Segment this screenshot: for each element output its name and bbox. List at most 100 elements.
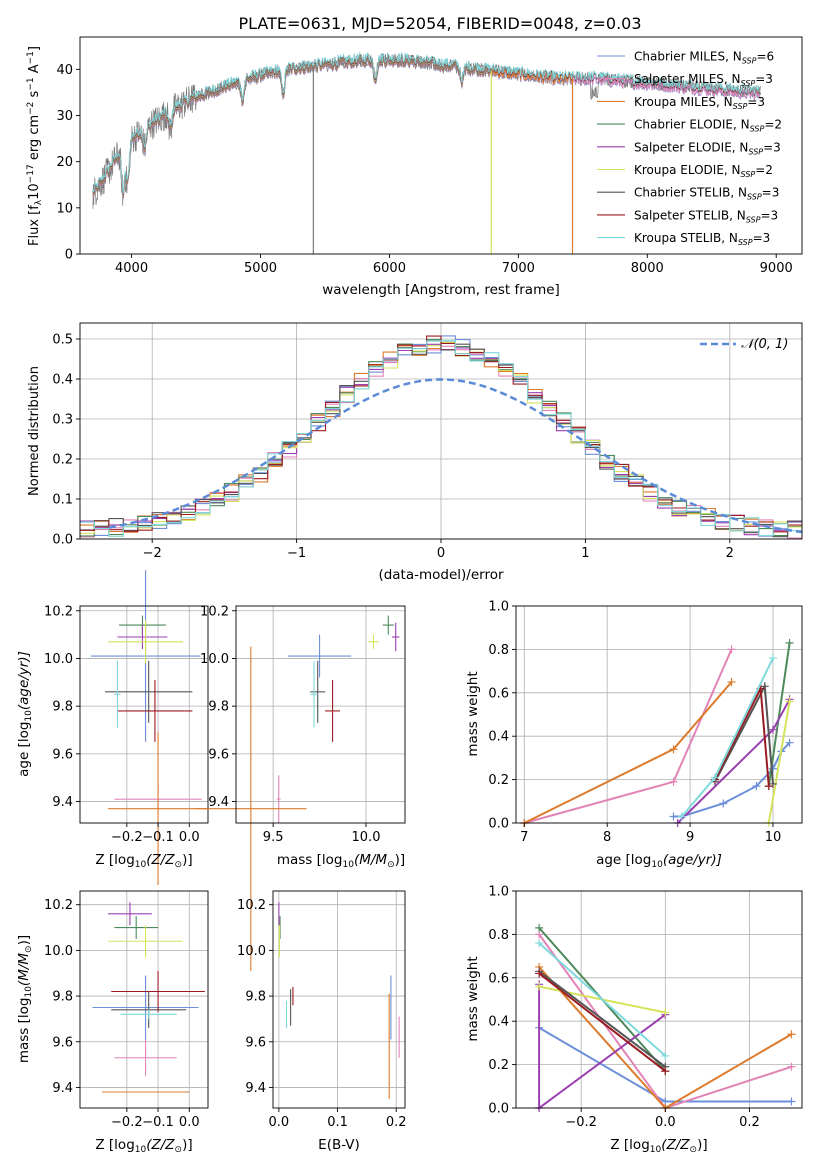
normal-legend-label: 𝒩(0, 1): [741, 337, 788, 352]
legend-label-tail: =6: [756, 50, 774, 64]
y-tick-label: 0: [65, 248, 73, 263]
z-mass-x-label: Z [log10(Z/Z⊙)]: [95, 1137, 192, 1155]
x-tick-label: 9.5: [263, 830, 284, 845]
residual-histogram-panel: −2 −1 0 1 2 0.0 0.1 0.2 0.3 0.4 0.5 𝒩(0, 1) (data-…: [27, 322, 803, 583]
histogram-steps: [80, 335, 803, 539]
x-tick-label: 0.0: [269, 1115, 290, 1130]
x-tick-label: 0.0: [179, 830, 200, 845]
x-tick-label: 7000: [502, 261, 535, 276]
z-label-part: )]: [182, 852, 193, 868]
legend-label: Chabrier ELODIE, NSSP=2: [634, 118, 782, 134]
x-tick-label: −0.2: [111, 830, 143, 845]
mass-weight-marker: [535, 969, 544, 978]
legend-label-sub: SSP: [747, 193, 762, 202]
age-label-sub: 10: [651, 860, 663, 870]
mass-weight-line: [767, 642, 791, 787]
spectrum-y-label-part: A: [27, 64, 42, 77]
x-tick-label: 2: [726, 546, 734, 561]
legend-label-sub: SSP: [741, 79, 756, 88]
legend-label-sub: SSP: [750, 125, 765, 134]
mass-age-x-label: mass [log10(M/M⊙)]: [277, 852, 405, 870]
age-massweight-frame: [515, 605, 803, 824]
y-tick-label: 30: [56, 109, 73, 124]
mass-weight-marker: [768, 725, 777, 734]
mass-weight-marker: [768, 654, 777, 663]
x-tick-label: −0.2: [565, 1115, 597, 1130]
z-label-sub: ⊙: [175, 1145, 183, 1155]
y-tick-label: 40: [56, 63, 73, 78]
ebv-mass-panel: 0.0 0.1 0.2 9.4 9.6 9.8 10.0 10.2 E(B-V): [237, 890, 407, 1153]
legend-label-sub: SSP: [738, 238, 753, 247]
y-tick-label: 10.2: [200, 604, 229, 619]
legend-label-tail: =2: [764, 118, 782, 132]
mass-label-part: )]: [395, 852, 406, 868]
y-tick-label: 10: [56, 201, 73, 216]
legend-label: Kroupa MILES, NSSP=3: [634, 95, 765, 111]
mass-age-errorbars: [195, 615, 400, 971]
mass-weight-marker: [727, 645, 736, 654]
legend-label-main: Kroupa ELODIE, N: [634, 163, 741, 177]
z-massweight-ticks: −0.2 0.0 0.2 0.0 0.2 0.4 0.6 0.8 1.0: [488, 885, 759, 1131]
y-tick-label: 0.8: [488, 928, 509, 943]
legend-label-main: Chabrier MILES, N: [634, 50, 742, 64]
age-massweight-ticks: 7 8 9 10 0.0 0.2 0.4 0.6 0.8 1.0: [488, 600, 781, 846]
y-tick-label: 10.0: [200, 652, 229, 667]
z-label-sub: ⊙: [690, 1145, 698, 1155]
histogram-step-line: [80, 340, 802, 537]
mass-weight-marker: [535, 939, 544, 948]
age-label-part: (age/yr)]: [16, 651, 32, 710]
mass-weight-marker: [719, 799, 728, 808]
x-tick-label: 10.0: [352, 830, 381, 845]
x-tick-label: −0.1: [142, 1115, 174, 1130]
histogram-step-line: [80, 335, 802, 533]
legend-label-tail: =3: [753, 231, 771, 245]
mass-weight-line: [538, 972, 666, 1072]
mass-weight-marker: [535, 982, 544, 991]
spectrum-frame: [79, 36, 803, 255]
mass-label-part: mass [log: [277, 852, 343, 868]
mass-weight-marker: [535, 923, 544, 932]
legend-label: Salpeter MILES, NSSP=3: [634, 72, 773, 88]
mass-label-part: mass [log: [16, 998, 32, 1064]
ebv-mass-frame: [272, 890, 406, 1109]
x-tick-label: −2: [143, 546, 162, 561]
spectrum-y-label: Flux [fλ10−17 erg cm−2 s−1 A−1]: [26, 46, 44, 246]
mass-label-sub: 10: [342, 860, 354, 870]
spectrum-y-label-part: s: [27, 90, 42, 101]
z-label-part: Z [log: [95, 852, 134, 868]
spectrum-y-label-sup: −2: [26, 102, 36, 115]
mass-weight-marker: [727, 677, 736, 686]
legend-label: Salpeter ELODIE, NSSP=3: [634, 140, 781, 156]
spectrum-x-label: wavelength [Angstrom, rest frame]: [322, 282, 560, 298]
z-massweight-frame: [515, 890, 803, 1109]
y-tick-label: 1.0: [488, 600, 509, 615]
spectrum-y-label-part: 10: [27, 183, 42, 200]
ebv-mass-x-label: E(B-V): [318, 1137, 360, 1153]
ebv-mass-grid: [273, 891, 405, 1108]
legend-label-sub: SSP: [733, 102, 748, 111]
ebv-mass-errorbars: [278, 902, 400, 1099]
z-age-y-label: age [log10(age/yr)]: [16, 651, 34, 777]
x-tick-label: 6000: [373, 261, 406, 276]
mass-weight-marker: [787, 1062, 796, 1071]
mass-label-sub: 10: [24, 986, 34, 998]
y-tick-label: 0.5: [52, 333, 73, 348]
y-tick-label: 0.8: [488, 643, 509, 658]
legend-label-main: Chabrier STELIB, N: [634, 186, 747, 200]
z-label-sub: 10: [135, 860, 147, 870]
y-tick-label: 0.0: [52, 533, 73, 548]
y-tick-label: 9.6: [52, 1035, 73, 1050]
legend-label-tail: =3: [760, 208, 778, 222]
y-tick-label: 9.4: [52, 795, 73, 810]
spectrum-lines: [92, 51, 761, 254]
z-label-part: Z [log: [610, 1137, 649, 1153]
legend-label-sub: SSP: [742, 57, 757, 66]
y-tick-label: 0.4: [52, 373, 73, 388]
legend-label-main: Salpeter MILES, N: [634, 72, 741, 86]
mass-age-grid: [236, 606, 405, 823]
z-label-sub: ⊙: [175, 860, 183, 870]
z-label-part: )]: [182, 1137, 193, 1153]
y-tick-label: 9.8: [208, 700, 229, 715]
